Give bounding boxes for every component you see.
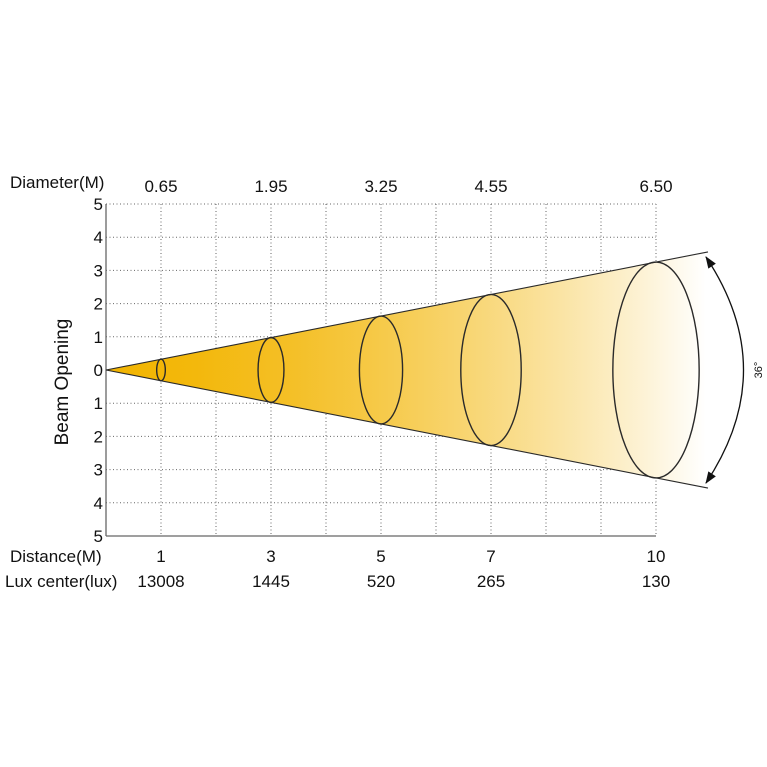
diameter-value: 3.25 <box>364 177 397 196</box>
beam-edge-lower <box>105 369 709 489</box>
y-tick-label: 4 <box>94 228 103 247</box>
lux-row-label: Lux center(lux) <box>5 572 117 591</box>
y-tick-label: 1 <box>94 328 103 347</box>
diameter-value: 1.95 <box>254 177 287 196</box>
diameter-values: 0.65 1.95 3.25 4.55 6.50 <box>144 177 672 196</box>
y-tick-label: 2 <box>94 295 103 314</box>
distance-value: 10 <box>647 547 666 566</box>
y-tick-label: 5 <box>94 527 103 546</box>
beam-fill <box>106 251 708 489</box>
y-tick-label: 5 <box>94 195 103 214</box>
y-tick-label: 1 <box>94 394 103 413</box>
beam-cross-section-ellipse <box>155 358 167 382</box>
beam-cross-section-ellipse <box>460 293 522 447</box>
beam-cone <box>105 251 709 489</box>
y-tick-label: 4 <box>94 494 103 513</box>
distance-values: 1 3 5 7 10 <box>156 547 665 566</box>
lux-value: 130 <box>642 572 670 591</box>
diameter-value: 0.65 <box>144 177 177 196</box>
diameter-value: 6.50 <box>639 177 672 196</box>
plot-grid <box>105 203 657 537</box>
beam-angle-arc <box>705 256 745 484</box>
beam-angle-indicator <box>705 256 745 484</box>
lux-value: 13008 <box>137 572 184 591</box>
distance-value: 7 <box>486 547 495 566</box>
y-axis-ticks: 5 4 3 2 1 0 1 2 3 4 5 <box>94 195 103 546</box>
distance-row-label: Distance(M) <box>10 547 102 566</box>
beam-edge-upper <box>105 251 709 371</box>
lux-value: 520 <box>367 572 395 591</box>
lux-value: 1445 <box>252 572 290 591</box>
beam-cross-section-ellipse <box>358 315 404 425</box>
beam-cross-section-ellipse <box>612 261 700 479</box>
beam-angle-label: 36° <box>753 362 765 379</box>
beam-cross-section-ellipse <box>257 336 285 404</box>
distance-value: 1 <box>156 547 165 566</box>
diameter-row-label: Diameter(M) <box>10 173 104 192</box>
y-tick-label: 3 <box>94 461 103 480</box>
lux-value: 265 <box>477 572 505 591</box>
y-axis-title: Beam Opening <box>52 319 73 446</box>
lux-values: 13008 1445 520 265 130 <box>137 572 670 591</box>
diameter-value: 4.55 <box>474 177 507 196</box>
distance-value: 3 <box>266 547 275 566</box>
y-tick-label: 0 <box>94 361 103 380</box>
beam-cross-sections <box>155 261 700 479</box>
distance-value: 5 <box>376 547 385 566</box>
y-tick-label: 2 <box>94 427 103 446</box>
y-tick-label: 3 <box>94 261 103 280</box>
